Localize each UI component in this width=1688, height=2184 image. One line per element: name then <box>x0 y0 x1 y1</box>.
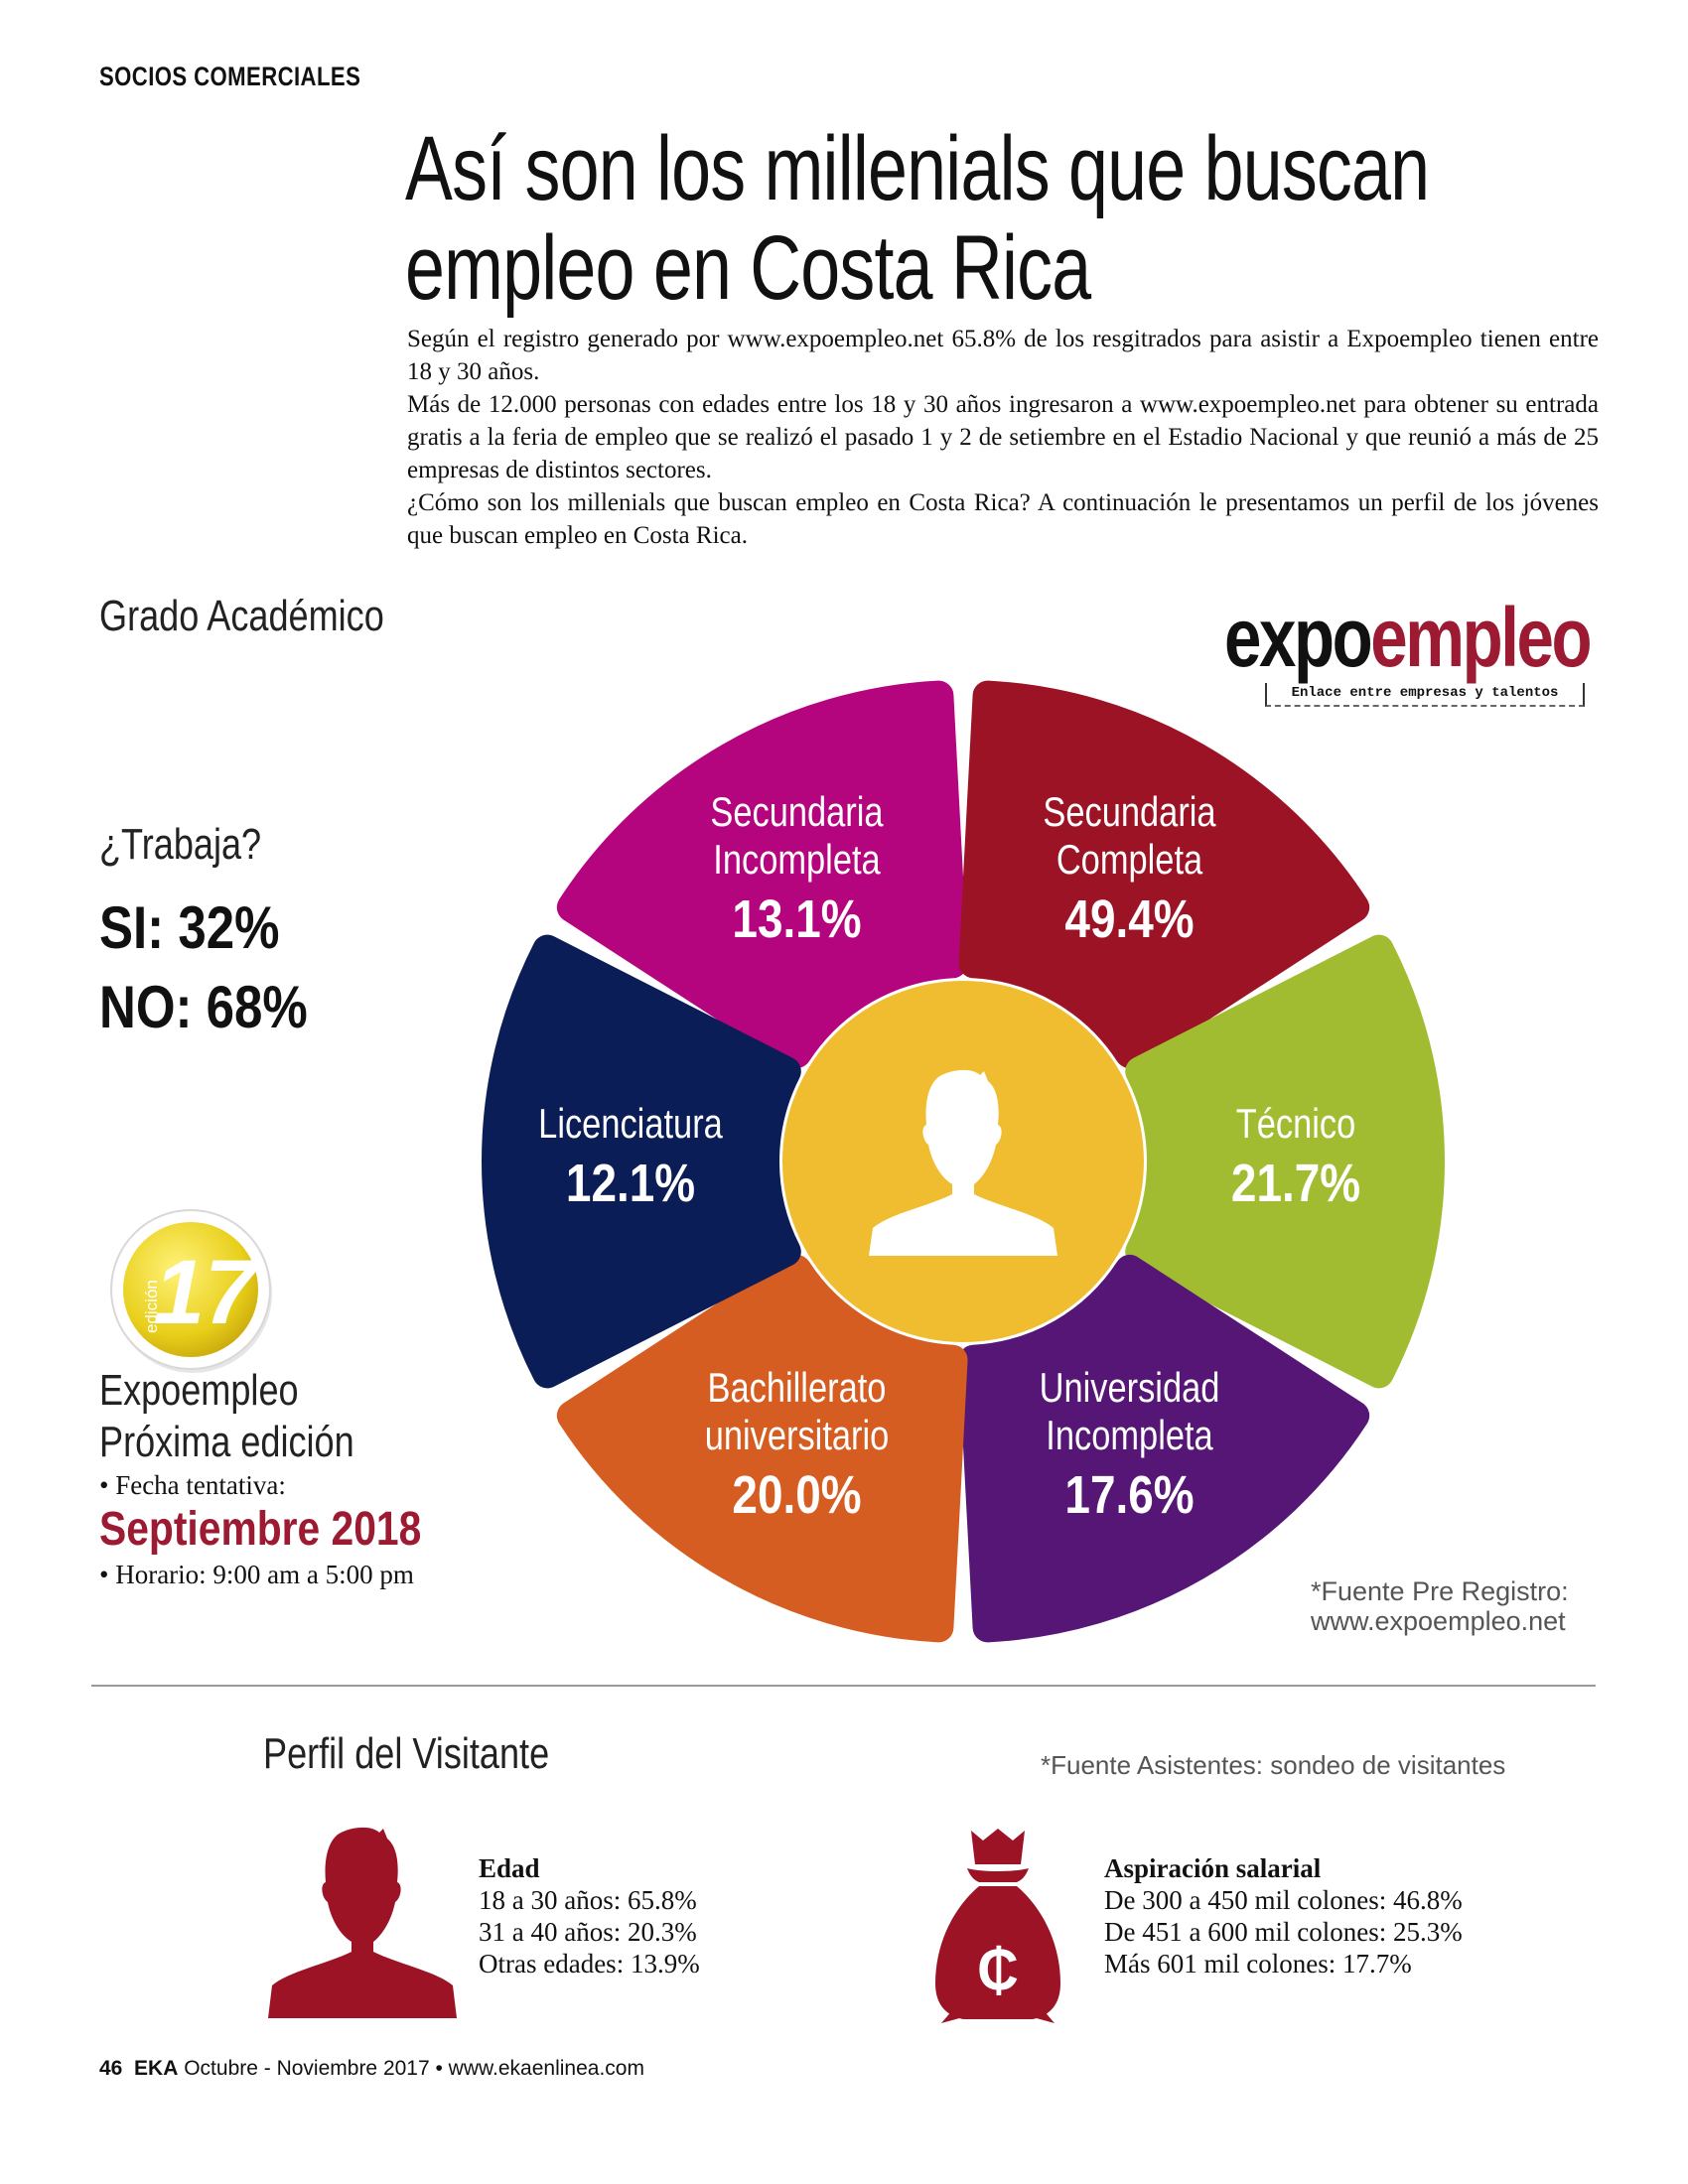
perfil-heading: Perfil del Visitante <box>263 1729 550 1778</box>
person-silhouette-icon <box>268 1825 457 2018</box>
chart-slice-label: Incompleta <box>713 837 881 884</box>
headline-line-1: Así son los millenials que buscan <box>405 118 1430 219</box>
edad-item: 18 a 30 años: 65.8% <box>479 1885 697 1915</box>
edad-item: Otras edades: 13.9% <box>479 1949 700 1979</box>
chart-slice-label: Incompleta <box>1046 1413 1213 1459</box>
headline: Así son los millenials que buscan empleo… <box>405 118 1430 319</box>
trabaja-question: ¿Trabaja? <box>99 820 262 869</box>
date-label: • Fecha tentativa: <box>99 1470 286 1500</box>
chart-slice <box>556 680 968 1069</box>
grado-academico-chart: Secundaria Incompleta 13.1% Secundaria Compl… <box>477 675 1450 1648</box>
source-note-line-2: www.expoempleo.net <box>1311 1606 1566 1636</box>
money-bag-icon: ₵ <box>933 1825 1062 2023</box>
logo-wordmark: expoempleo <box>1224 596 1593 679</box>
logo-expo: expo <box>1223 591 1373 684</box>
currency-symbol: ₵ <box>977 1938 1019 2002</box>
salario-item: De 451 a 600 mil colones: 25.3% <box>1104 1917 1463 1947</box>
chart-slice-label: Técnico <box>1236 1101 1356 1148</box>
chart-slice-value: 17.6% <box>1064 1465 1194 1525</box>
page-number: 46 <box>99 2057 123 2080</box>
chart-slice-value: 13.1% <box>732 888 861 948</box>
salario-item: Más 601 mil colones: 17.7% <box>1104 1949 1412 1979</box>
section-label: SOCIOS COMERCIALES <box>99 62 361 91</box>
grado-heading: Grado Académico <box>99 592 384 640</box>
trabaja-no: NO: 68% <box>99 974 308 1040</box>
edition-17-icon: 17 edición <box>110 1209 272 1373</box>
chart-slice <box>556 1254 968 1643</box>
chart-slice-label: Secundaria <box>1043 789 1216 836</box>
source-note-line-1: *Fuente Pre Registro: <box>1311 1576 1569 1606</box>
edition-number: 17 <box>154 1242 259 1343</box>
footer-text: Octubre - Noviembre 2017 • www.ekaenline… <box>184 2057 644 2080</box>
intro-text: Según el registro generado por www.expoe… <box>407 323 1599 552</box>
edition-badge: 17 edición <box>107 1206 276 1375</box>
intro-paragraph-2: Más de 12.000 personas con edades entre … <box>407 391 1599 483</box>
visitor-source-note: *Fuente Asistentes: sondeo de visitantes <box>1041 1750 1506 1780</box>
edad-title: Edad <box>479 1853 540 1883</box>
chart-slice <box>482 934 801 1389</box>
edad-block: Edad 18 a 30 años: 65.8% 31 a 40 años: 2… <box>479 1852 700 1979</box>
edad-item: 31 a 40 años: 20.3% <box>479 1917 697 1947</box>
chart-slice-label: Bachillerato <box>708 1365 887 1412</box>
salario-block: Aspiración salarial De 300 a 450 mil col… <box>1104 1852 1463 1979</box>
next-edition-date: Septiembre 2018 <box>99 1503 422 1556</box>
chart-slice-label: Secundaria <box>710 789 884 836</box>
next-edition-hours: • Horario: 9:00 am a 5:00 pm <box>99 1560 414 1589</box>
salario-title: Aspiración salarial <box>1104 1853 1322 1883</box>
chart-slice-label: Universidad <box>1040 1365 1220 1412</box>
next-edition-block: Expoempleo Próxima edición • Fecha tenta… <box>99 1365 516 1591</box>
chart-slice-value: 21.7% <box>1231 1154 1360 1213</box>
expoempleo-logo: expoempleo Enlace entre empresas y talen… <box>1224 596 1596 713</box>
section-divider <box>91 1685 1596 1687</box>
chart-slice-label: Completa <box>1056 837 1203 884</box>
grado-academico-svg: SecundariaIncompleta13.1%SecundariaCompl… <box>482 680 1445 1643</box>
logo-tagline: Enlace entre empresas y talentos <box>1265 683 1585 707</box>
next-edition-line-2: Próxima edición <box>99 1418 354 1466</box>
salario-item: De 300 a 450 mil colones: 46.8% <box>1104 1885 1463 1915</box>
chart-slice-label: Licenciatura <box>538 1101 723 1148</box>
chart-slice-value: 49.4% <box>1064 888 1194 948</box>
intro-paragraph-3: ¿Cómo son los millenials que buscan empl… <box>407 489 1599 549</box>
footer-brand: EKA <box>134 2057 179 2080</box>
edition-word: edición <box>142 1280 161 1333</box>
page-footer: 46 EKA Octubre - Noviembre 2017 • www.ek… <box>99 2057 644 2081</box>
chart-slice-value: 20.0% <box>732 1465 861 1525</box>
logo-empleo: empleo <box>1370 591 1592 684</box>
chart-slice-label: universitario <box>705 1413 890 1459</box>
headline-line-2: empleo en Costa Rica <box>405 217 1091 319</box>
intro-paragraph-1: Según el registro generado por www.expoe… <box>407 326 1599 385</box>
chart-slice <box>1125 934 1445 1389</box>
person-silhouette-icon <box>869 1069 1057 1256</box>
trabaja-si: SI: 32% <box>99 894 280 961</box>
next-edition-line-1: Expoempleo <box>99 1366 299 1415</box>
chart-slice-value: 12.1% <box>566 1154 695 1213</box>
source-note: *Fuente Pre Registro: www.expoempleo.net <box>1311 1576 1569 1636</box>
chart-slice <box>958 680 1370 1069</box>
chart-slice <box>958 1254 1370 1643</box>
